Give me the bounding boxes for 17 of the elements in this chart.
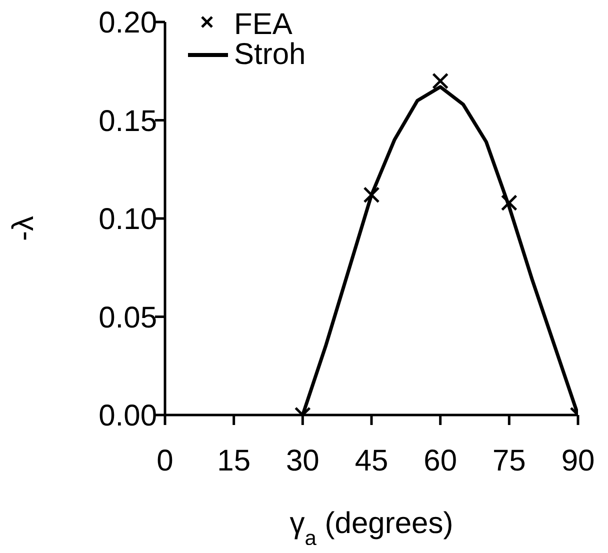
x-tick-label: 0 xyxy=(156,444,174,478)
x-tick-label: 30 xyxy=(286,444,320,478)
legend-label: Stroh xyxy=(234,38,306,71)
y-tick-label: 0.20 xyxy=(98,6,157,40)
y-tick-label: 0.05 xyxy=(98,301,157,334)
x-tick-label: 15 xyxy=(217,444,251,478)
y-axis-title: -λ xyxy=(7,216,40,241)
point xyxy=(363,186,380,204)
x-axis-title: γ$_{a}$ (degrees) xyxy=(290,507,454,550)
y-tick-label: 0.15 xyxy=(98,104,157,138)
y-tick-label: 0.10 xyxy=(98,203,157,236)
legend-label: FEA xyxy=(234,8,292,41)
x-tick-label: 45 xyxy=(354,444,388,478)
x-tick-label: 90 xyxy=(561,444,595,478)
y-tick-label: 0.00 xyxy=(98,400,157,433)
x-tick-label: 60 xyxy=(424,444,458,478)
x-tick-label: 75 xyxy=(492,444,526,478)
